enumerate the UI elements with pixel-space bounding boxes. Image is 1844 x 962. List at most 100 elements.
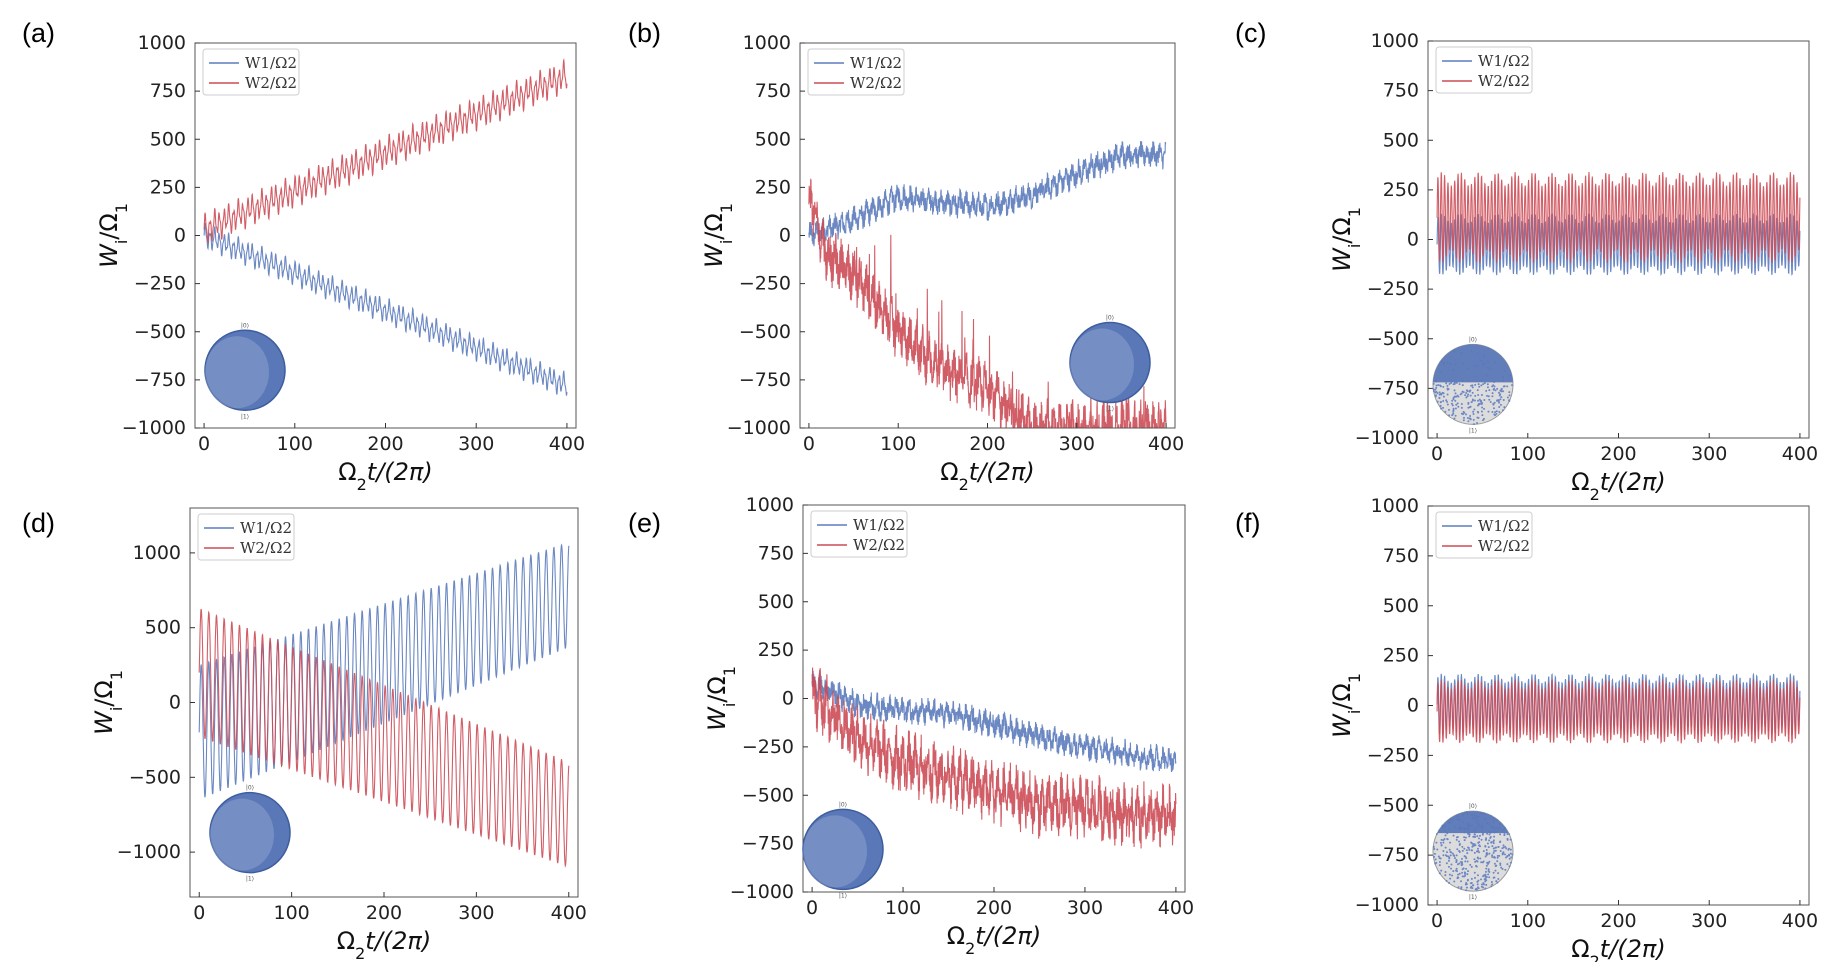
sphere-dot: [1485, 853, 1488, 856]
sphere-dot: [1472, 423, 1475, 426]
sphere-dot: [1463, 839, 1466, 842]
sphere-dot: [1495, 880, 1498, 883]
sphere-dot: [1498, 854, 1501, 857]
sphere-dot: [1501, 852, 1504, 855]
sphere-dot: [1448, 873, 1451, 876]
panel-f: (f) 0 100 200 300 400 −1000 −750 −500 −250 0 250 500…: [1235, 495, 1818, 962]
sphere-dot: [1468, 389, 1471, 392]
sphere-dot: [1442, 395, 1445, 398]
sphere-dot: [1442, 850, 1445, 853]
sphere-dot: [1482, 875, 1485, 878]
sphere-dot: [1467, 402, 1470, 405]
sphere-dot: [1481, 833, 1484, 836]
legend-w2-label: W2/Ω2: [853, 536, 905, 554]
bloch-sphere-inset: |0⟩ |1⟩: [204, 322, 286, 420]
sphere-dot: [1491, 410, 1494, 413]
sphere-dot: [1492, 847, 1495, 850]
sphere-dot: [1487, 410, 1490, 413]
y-tick-label: −500: [1367, 328, 1419, 350]
sphere-dot: [1470, 384, 1473, 387]
sphere-dot: [1474, 394, 1477, 397]
x-tick-label: 100: [273, 902, 309, 924]
legend-w1-label: W1/Ω2: [850, 54, 902, 72]
sphere-dot: [1461, 845, 1464, 848]
sphere-dot: [1476, 389, 1479, 392]
sphere-dot: [1466, 416, 1469, 419]
panel-label: (f): [1235, 508, 1260, 538]
y-tick-label: −1000: [122, 417, 186, 439]
sphere-dot: [1433, 855, 1436, 858]
series-group: [1436, 672, 1801, 745]
sphere-dot: [1449, 841, 1452, 844]
y-axis-label: Wi/Ω1: [95, 203, 131, 268]
sphere-dot: [1446, 400, 1449, 403]
sphere-dot: [1456, 402, 1459, 405]
sphere-dot: [1455, 867, 1458, 870]
y-tick-label: 750: [1383, 545, 1419, 567]
sphere-dot: [1477, 857, 1480, 860]
sphere-dot: [1459, 393, 1462, 396]
sphere-dot: [1440, 838, 1443, 841]
y-tick-label: −250: [1367, 744, 1419, 766]
sphere-top-label: |0⟩: [1106, 315, 1114, 322]
sphere-dot: [1488, 870, 1491, 873]
sphere-dot: [1494, 410, 1497, 413]
y-tick-label: −250: [742, 736, 794, 758]
x-tick-label: 0: [806, 897, 818, 919]
sphere-dot: [1498, 405, 1501, 408]
sphere-dot: [1452, 870, 1455, 873]
sphere-dot: [1440, 407, 1443, 410]
sphere-dot: [1484, 870, 1487, 873]
y-tick-label: 0: [779, 225, 791, 247]
series-w1-line: [808, 141, 1167, 247]
sphere-dot: [1478, 385, 1481, 388]
sphere-dot: [1496, 387, 1499, 390]
sphere-dot: [1435, 384, 1438, 387]
sphere-top-label: |0⟩: [1469, 336, 1477, 343]
x-tick-label: 200: [1600, 443, 1636, 465]
sphere-dot: [1472, 884, 1475, 887]
x-tick-label: 100: [1510, 443, 1546, 465]
bloch-sphere-inset: |0⟩ |1⟩: [1432, 803, 1514, 901]
sphere-dot: [1442, 839, 1445, 842]
sphere-dot: [1469, 394, 1472, 397]
sphere-dot: [1499, 398, 1502, 401]
sphere-dot: [1444, 846, 1447, 849]
sphere-dot: [1477, 411, 1480, 414]
sphere-dot: [1464, 836, 1467, 839]
sphere-dot: [1486, 383, 1489, 386]
sphere-dot: [1452, 409, 1455, 412]
x-tick-label: 200: [1600, 910, 1636, 932]
sphere-dot: [1433, 848, 1436, 851]
sphere-dot: [1499, 833, 1502, 836]
sphere-dot: [1509, 838, 1512, 841]
sphere-dot: [1479, 857, 1482, 860]
x-tick-label: 400: [1782, 443, 1818, 465]
sphere-dot: [1482, 860, 1485, 863]
sphere-dot: [1435, 841, 1438, 844]
legend-w1-label: W1/Ω2: [245, 54, 297, 72]
sphere-dot: [1484, 880, 1487, 883]
sphere-highlight: [1070, 328, 1134, 401]
sphere-dot: [1438, 393, 1441, 396]
sphere-dot: [1502, 844, 1505, 847]
sphere-dot: [1468, 833, 1471, 836]
sphere-dot: [1476, 860, 1479, 863]
sphere-dot: [1467, 393, 1470, 396]
sphere-dot: [1506, 838, 1509, 841]
sphere-dot: [1458, 383, 1461, 386]
y-tick-label: 1000: [138, 32, 186, 54]
sphere-dot: [1511, 853, 1514, 856]
sphere-dot: [1478, 851, 1481, 854]
sphere-dot: [1465, 867, 1468, 870]
sphere-dot: [1485, 848, 1488, 851]
sphere-highlight: [803, 815, 867, 888]
sphere-dot: [1460, 857, 1463, 860]
y-tick-label: −750: [1367, 844, 1419, 866]
sphere-dot: [1471, 845, 1474, 848]
sphere-dot: [1445, 399, 1448, 402]
panel-b: (b) 0 100 200 300 400 −1000 −750 −500 −250 0 250 500…: [628, 18, 1184, 494]
sphere-dot: [1484, 838, 1487, 841]
y-tick-label: −250: [739, 273, 791, 295]
sphere-dot: [1438, 872, 1441, 875]
